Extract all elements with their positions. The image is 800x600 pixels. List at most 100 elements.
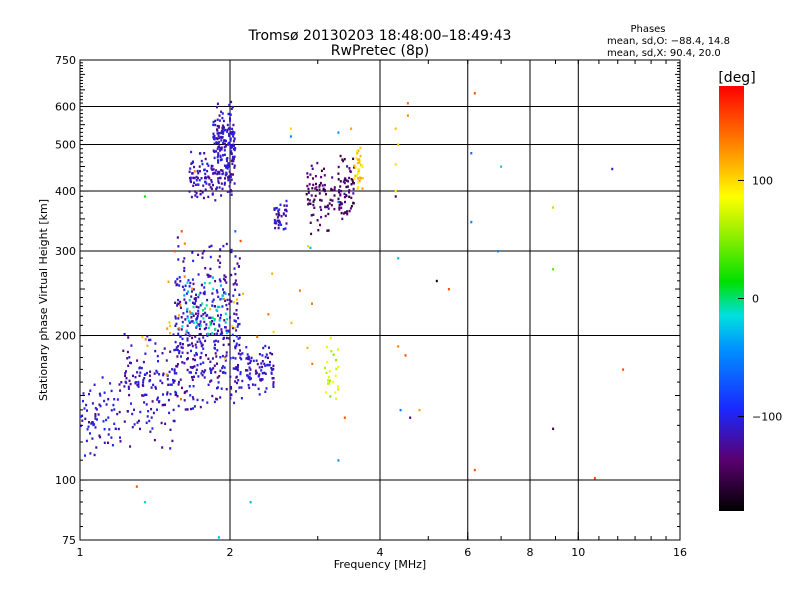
scatter-point [217, 259, 220, 262]
scatter-point [209, 255, 212, 259]
scatter-point [174, 315, 177, 318]
scatter-point [223, 126, 225, 129]
scatter-point [220, 330, 223, 334]
scatter-point [199, 332, 202, 336]
scatter-point [196, 314, 199, 318]
scatter-point [268, 346, 270, 349]
scatter-point [242, 292, 245, 295]
scatter-point [350, 183, 353, 186]
scatter-point [225, 303, 228, 307]
scatter-point [224, 326, 226, 329]
scatter-point [235, 283, 238, 286]
scatter-point [220, 130, 223, 134]
scatter-point [184, 390, 187, 394]
scatter-point [473, 468, 476, 472]
scatter-point [236, 262, 239, 265]
scatter-point [194, 358, 196, 362]
scatter-point [133, 408, 135, 411]
scatter-point [209, 360, 212, 363]
scatter-point [232, 123, 235, 127]
y-axis-label: Stationary phase Virtual Height [km] [37, 199, 50, 401]
scatter-point [137, 380, 140, 384]
scatter-point [359, 146, 362, 149]
scatter-point [191, 301, 194, 304]
scatter-point [231, 326, 234, 330]
scatter-point [330, 350, 333, 353]
scatter-point [98, 434, 101, 437]
scatter-point [311, 167, 314, 170]
scatter-point [216, 132, 219, 135]
scatter-point [232, 140, 235, 143]
scatter-point [180, 398, 182, 401]
scatter-point [418, 408, 421, 412]
scatter-point [226, 128, 229, 132]
scatter-point [175, 346, 178, 349]
scatter-point [216, 118, 219, 121]
scatter-point [213, 138, 216, 141]
scatter-point [345, 185, 348, 189]
scatter-point [264, 364, 267, 367]
scatter-point [264, 390, 267, 393]
scatter-point [232, 157, 235, 160]
scatter-point [219, 147, 222, 150]
scatter-point [337, 178, 340, 181]
scatter-point [228, 134, 231, 137]
scatter-point [203, 282, 206, 285]
scatter-point [284, 227, 287, 230]
scatter-point [306, 346, 309, 350]
scatter-point [199, 356, 202, 359]
scatter-point [124, 374, 127, 377]
scatter-point [164, 403, 166, 406]
scatter-point [249, 501, 252, 504]
scatter-point [215, 169, 218, 172]
scatter-point [218, 186, 221, 189]
scatter-point [213, 340, 216, 343]
scatter-point [237, 323, 240, 326]
scatter-point [216, 362, 218, 365]
scatter-point [275, 213, 278, 216]
scatter-point [179, 378, 182, 381]
scatter-point [265, 387, 268, 390]
scatter-point [240, 397, 243, 400]
scatter-point [226, 318, 229, 321]
scatter-point [94, 417, 97, 420]
scatter-point [231, 333, 234, 337]
scatter-point [470, 152, 473, 155]
scatter-point [88, 392, 90, 396]
scatter-point [435, 279, 438, 283]
scatter-point [167, 280, 170, 283]
scatter-point [168, 411, 171, 415]
scatter-point [274, 226, 277, 230]
scatter-point [195, 368, 198, 371]
scatter-point [204, 180, 207, 184]
scatter-point [190, 312, 193, 315]
scatter-point [340, 206, 343, 209]
scatter-point [205, 323, 208, 326]
phases-o-line: mean, sd,O: −88.4, 14.8 [607, 36, 730, 47]
scatter-point [194, 343, 197, 346]
scatter-point [177, 298, 180, 302]
scatter-point [331, 176, 334, 179]
scatter-point [220, 313, 222, 317]
scatter-point [147, 410, 150, 413]
scatter-point [198, 170, 201, 173]
scatter-point [248, 386, 251, 390]
scatter-point [176, 277, 179, 281]
scatter-point [229, 397, 232, 400]
scatter-point [167, 383, 170, 386]
scatter-point [284, 208, 287, 212]
scatter-point [180, 355, 182, 358]
scatter-point [229, 144, 232, 148]
scatter-point [113, 408, 116, 411]
scatter-point [209, 367, 212, 370]
scatter-point [219, 356, 222, 359]
scatter-point [334, 391, 337, 394]
scatter-point [221, 127, 224, 131]
scatter-point [192, 407, 194, 410]
scatter-point [207, 383, 210, 386]
scatter-point [207, 332, 209, 335]
scatter-point [217, 314, 219, 317]
scatter-point [99, 436, 102, 439]
scatter-point [194, 302, 196, 305]
scatter-point [254, 369, 257, 372]
